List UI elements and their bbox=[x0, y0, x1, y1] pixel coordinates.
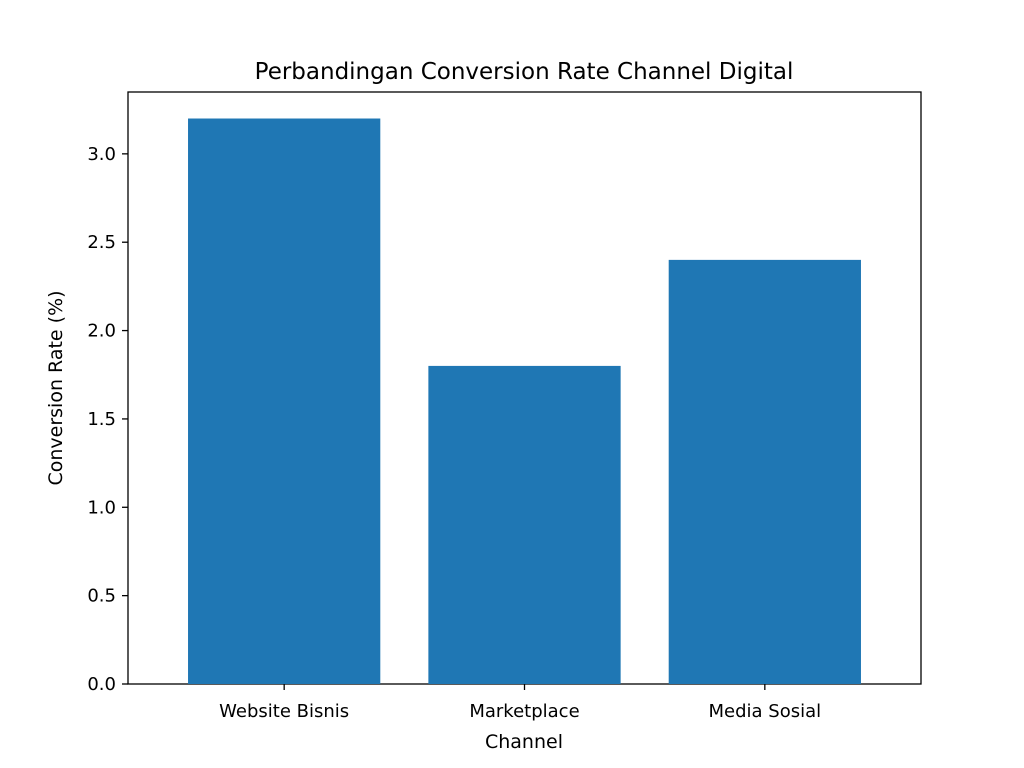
x-tick-label-2: Media Sosial bbox=[709, 701, 822, 722]
y-tick-label-2: 1.0 bbox=[87, 497, 116, 518]
x-axis-label: Channel bbox=[485, 731, 563, 753]
bar-0 bbox=[188, 118, 381, 684]
x-axis: Website Bisnis Marketplace Media Sosial bbox=[219, 684, 821, 722]
y-tick-label-0: 0.0 bbox=[87, 674, 116, 695]
y-tick-label-4: 2.0 bbox=[87, 321, 116, 342]
bar-1 bbox=[428, 365, 621, 684]
x-tick-label-1: Marketplace bbox=[469, 701, 579, 722]
x-tick-label-0: Website Bisnis bbox=[219, 701, 349, 722]
y-axis-label: Conversion Rate (%) bbox=[45, 290, 67, 485]
chart-title: Perbandingan Conversion Rate Channel Dig… bbox=[255, 59, 794, 85]
y-axis: 0.0 0.5 1.0 1.5 2.0 2.5 3.0 bbox=[87, 144, 128, 695]
bar-2 bbox=[668, 259, 861, 684]
plot-area: 0.0 0.5 1.0 1.5 2.0 2.5 3.0 Website Bisnis Mark… bbox=[87, 91, 922, 722]
y-tick-label-3: 1.5 bbox=[87, 409, 116, 430]
y-tick-label-5: 2.5 bbox=[87, 232, 116, 253]
bars-group bbox=[188, 118, 861, 684]
y-tick-label-1: 0.5 bbox=[87, 586, 116, 607]
y-tick-label-6: 3.0 bbox=[87, 144, 116, 165]
